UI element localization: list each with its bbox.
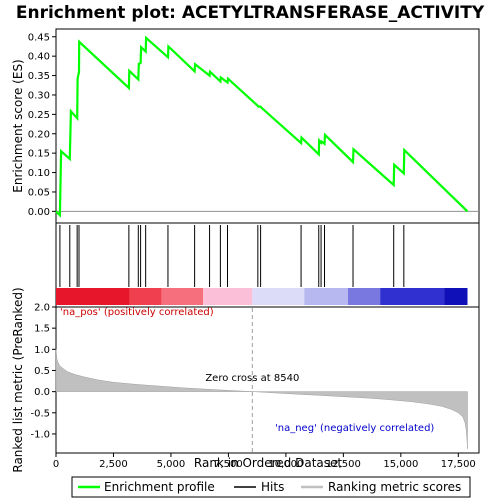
x-tick-label: 5,000: [157, 459, 186, 470]
legend: Enrichment profile Hits Ranking metric s…: [71, 476, 471, 498]
positive-correlation-label: 'na_pos' (positively correlated): [60, 307, 214, 318]
metric-y-axis-label: Ranked list metric (PreRanked): [11, 287, 25, 472]
rank-colorbar: [56, 288, 468, 305]
colorbar-segment: [161, 288, 204, 305]
x-tick-label: 12,500: [326, 459, 361, 470]
x-axis-label: Rank in Ordered Dataset: [194, 456, 342, 470]
metric-y-tick-label: 1.0: [34, 345, 50, 356]
metric-plot-ticks: -1.0 -0.5 0.0 0.5 1.0 1.5 2.0: [30, 303, 56, 440]
es-y-tick-label: 0.15: [28, 149, 50, 160]
metric-y-tick-label: 1.5: [34, 324, 50, 335]
zero-cross-label: Zero cross at 8540: [205, 373, 299, 384]
x-axis-ticks: 0 2,500 5,000 7,500 10,000 12,500 15,000 17,500: [53, 453, 476, 470]
colorbar-segment: [56, 288, 130, 305]
colorbar-segment: [444, 288, 468, 305]
colorbar-segment: [129, 288, 162, 305]
x-tick-label: 15,000: [383, 459, 418, 470]
legend-box: [71, 476, 471, 498]
es-y-tick-label: 0.20: [28, 129, 50, 140]
metric-y-tick-label: 0.0: [34, 387, 50, 398]
es-plot-ticks: 0.00 0.05 0.10 0.15 0.20 0.25 0.30 0.35 0.40 0.45: [28, 32, 56, 218]
colorbar-segment: [252, 288, 305, 305]
es-y-tick-label: 0.10: [28, 168, 50, 179]
enrichment-profile-line: [55, 35, 469, 218]
metric-y-tick-label: -1.0: [30, 429, 50, 440]
hits-markers: [59, 225, 405, 287]
metric-y-tick-label: 2.0: [34, 303, 50, 314]
es-y-tick-label: 0.30: [28, 90, 50, 101]
chart-title: Enrichment plot: ACETYLTRANSFERASE_ACTIV…: [16, 3, 485, 23]
es-y-tick-label: 0.00: [28, 207, 50, 218]
x-tick-label: 0: [53, 459, 59, 470]
metric-y-tick-label: -0.5: [30, 408, 50, 419]
ranking-metric-area: [55, 349, 468, 449]
es-y-axis-label: Enrichment score (ES): [11, 59, 25, 192]
metric-y-tick-label: 0.5: [34, 366, 50, 377]
es-y-tick-label: 0.45: [28, 32, 50, 43]
legend-enrichment-label: Enrichment profile: [104, 480, 215, 494]
es-y-tick-label: 0.25: [28, 110, 50, 121]
es-y-tick-label: 0.05: [28, 187, 50, 198]
x-tick-label: 2,500: [99, 459, 128, 470]
legend-hits-label: Hits: [261, 480, 284, 494]
x-tick-label: 10,000: [268, 459, 303, 470]
negative-correlation-label: 'na_neg' (negatively correlated): [275, 423, 434, 434]
colorbar-segment: [203, 288, 253, 305]
colorbar-segment: [380, 288, 445, 305]
x-tick-label: 17,500: [441, 459, 476, 470]
es-y-tick-label: 0.35: [28, 71, 50, 82]
legend-metric-label: Ranking metric scores: [328, 480, 461, 494]
colorbar-segment: [347, 288, 381, 305]
es-y-tick-label: 0.40: [28, 52, 50, 63]
colorbar-segment: [304, 288, 348, 305]
x-tick-label: 7,500: [214, 459, 243, 470]
